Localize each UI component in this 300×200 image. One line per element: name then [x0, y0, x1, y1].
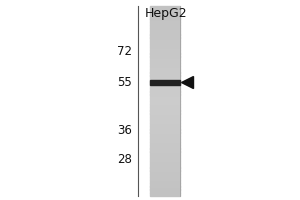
- Bar: [150, 151, 180, 155]
- Bar: [150, 186, 180, 190]
- Bar: [150, 98, 180, 101]
- Bar: [150, 193, 180, 196]
- Bar: [150, 60, 180, 63]
- Bar: [150, 37, 180, 41]
- Bar: [150, 177, 180, 180]
- Bar: [150, 22, 180, 25]
- Bar: [150, 101, 180, 104]
- Bar: [150, 12, 180, 16]
- Bar: [150, 28, 180, 31]
- Bar: [150, 82, 180, 85]
- Bar: [150, 123, 180, 126]
- Bar: [150, 31, 180, 34]
- Bar: [150, 91, 180, 95]
- Polygon shape: [182, 77, 194, 89]
- Bar: [150, 25, 180, 28]
- Bar: [150, 136, 180, 139]
- Bar: [150, 167, 180, 171]
- Bar: [150, 85, 180, 88]
- Bar: [150, 94, 180, 98]
- Text: HepG2: HepG2: [145, 7, 188, 21]
- Bar: [150, 120, 180, 123]
- Bar: [150, 142, 180, 145]
- Bar: [150, 75, 180, 79]
- Bar: [150, 132, 180, 136]
- Bar: [150, 113, 180, 117]
- Bar: [150, 155, 180, 158]
- Bar: [150, 50, 180, 53]
- Bar: [150, 158, 180, 161]
- Bar: [150, 107, 180, 110]
- Bar: [150, 110, 180, 114]
- Bar: [150, 117, 180, 120]
- Text: 28: 28: [117, 153, 132, 166]
- Bar: [150, 15, 180, 19]
- Bar: [150, 104, 180, 107]
- Bar: [150, 9, 180, 12]
- Bar: [150, 18, 180, 22]
- Text: 72: 72: [117, 45, 132, 58]
- Bar: [150, 183, 180, 186]
- Bar: [150, 88, 180, 92]
- Bar: [150, 66, 180, 69]
- Bar: [150, 80, 180, 85]
- Bar: [150, 174, 180, 177]
- Bar: [150, 34, 180, 38]
- Bar: [150, 164, 180, 168]
- Bar: [150, 47, 180, 50]
- Bar: [150, 69, 180, 73]
- Bar: [150, 41, 180, 44]
- Bar: [150, 53, 180, 57]
- Text: 36: 36: [117, 124, 132, 137]
- Bar: [150, 148, 180, 152]
- Bar: [150, 129, 180, 133]
- Bar: [150, 56, 180, 60]
- Bar: [150, 180, 180, 183]
- Bar: [150, 72, 180, 76]
- Bar: [150, 79, 180, 82]
- Text: 55: 55: [117, 76, 132, 89]
- Bar: [150, 145, 180, 148]
- Bar: [150, 126, 180, 130]
- Bar: [150, 170, 180, 174]
- Bar: [150, 44, 180, 47]
- Bar: [150, 139, 180, 142]
- Bar: [150, 63, 180, 66]
- Bar: [150, 189, 180, 193]
- Bar: [150, 161, 180, 164]
- Bar: [150, 6, 180, 9]
